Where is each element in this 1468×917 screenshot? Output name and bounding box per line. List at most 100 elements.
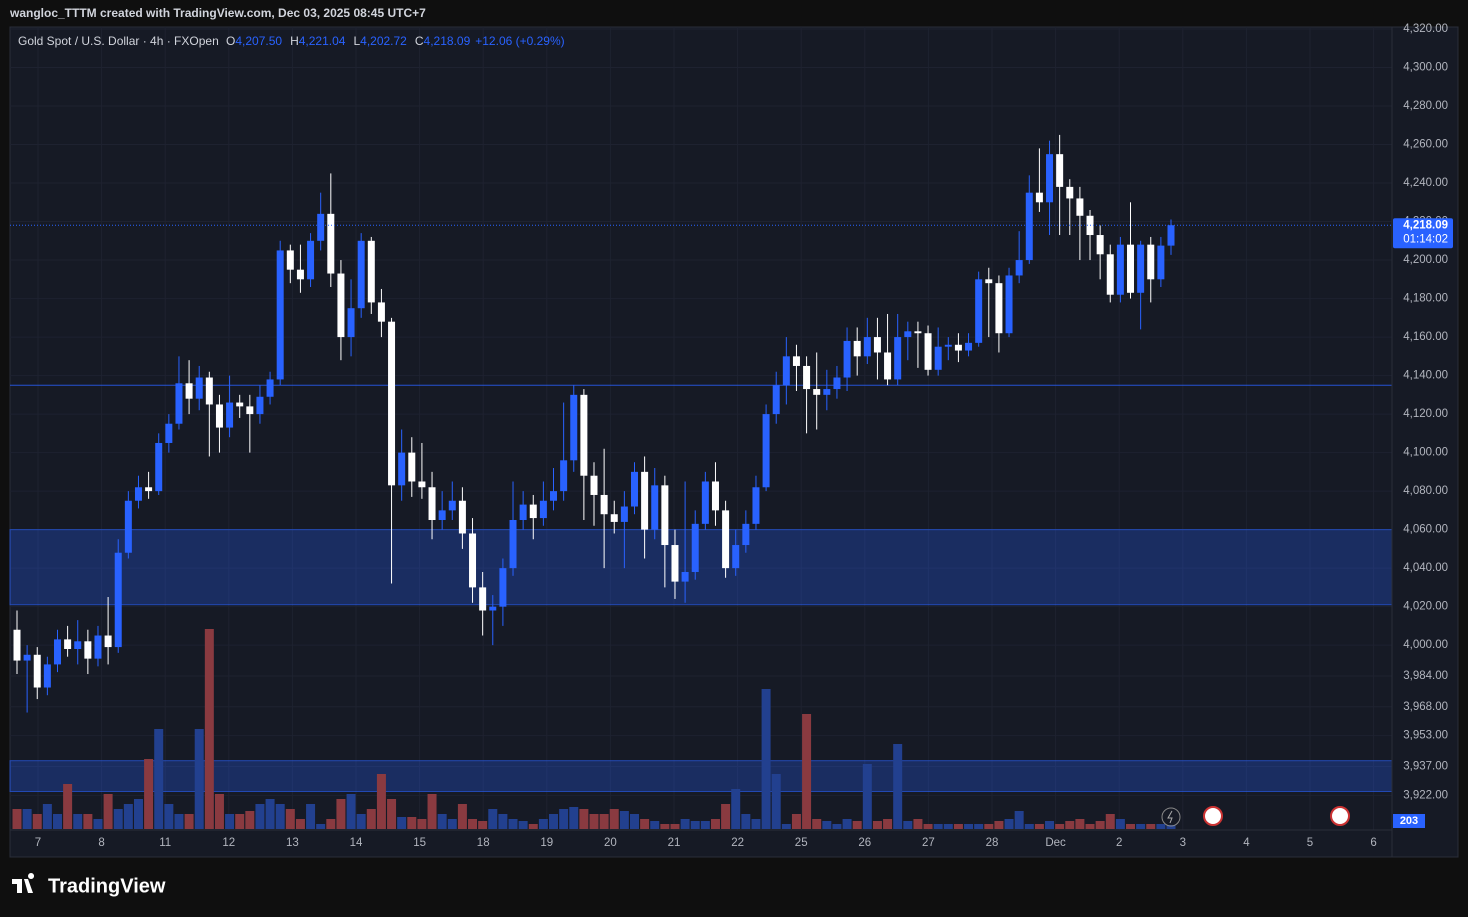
- volume-bar: [22, 809, 32, 829]
- volume-bar: [478, 821, 488, 829]
- candle-body: [479, 587, 487, 611]
- candle-body: [458, 500, 466, 534]
- candle-body: [853, 340, 861, 357]
- candle-body: [529, 504, 537, 519]
- candle-body: [327, 213, 335, 274]
- volume-bar: [1004, 819, 1014, 829]
- volume-bar: [599, 814, 609, 829]
- volume-bar: [710, 819, 720, 829]
- y-tick-label: 4,000.00: [1403, 639, 1448, 651]
- volume-bar: [680, 819, 690, 829]
- volume-bar: [63, 784, 73, 829]
- volume-bar: [984, 824, 994, 829]
- candle-body: [884, 352, 892, 380]
- candle-body: [914, 331, 922, 334]
- x-tick-label: 2: [1116, 837, 1122, 849]
- candle-body: [580, 394, 588, 476]
- y-tick-label: 3,953.00: [1403, 730, 1448, 742]
- volume-bar: [214, 794, 224, 829]
- candle-body: [873, 337, 881, 353]
- candle-body: [550, 491, 558, 501]
- volume-bar: [12, 809, 22, 829]
- candle-body: [1106, 254, 1114, 295]
- volume-bar: [1034, 824, 1044, 829]
- candle-body: [43, 664, 51, 688]
- candle-body: [570, 394, 578, 461]
- candle-body: [651, 485, 659, 530]
- chart-frame: [9, 26, 1459, 858]
- volume-bar: [123, 804, 133, 829]
- candle-body: [104, 635, 112, 648]
- volume-bar: [103, 794, 113, 829]
- zone: [9, 760, 1393, 792]
- y-tick-label: 4,160.00: [1403, 331, 1448, 343]
- ohlc-value: 4,221.04: [299, 34, 346, 48]
- volume-bar: [559, 809, 569, 829]
- candle-body: [641, 471, 649, 530]
- candle-body: [965, 342, 973, 351]
- y-tick-label: 4,280.00: [1403, 100, 1448, 112]
- volume-bar: [690, 821, 700, 829]
- logo-text: TradingView: [48, 875, 166, 897]
- volume-bar: [306, 804, 316, 829]
- volume-bar: [761, 689, 771, 829]
- last-price-badge: [1393, 218, 1453, 249]
- y-tick-label: 4,060.00: [1403, 524, 1448, 536]
- x-tick-label: 28: [986, 837, 999, 849]
- candle-body: [782, 356, 790, 386]
- volume-bar: [741, 814, 751, 829]
- volume-bar: [842, 819, 852, 829]
- candle-body: [732, 545, 740, 569]
- volume-bar: [802, 714, 812, 829]
- ohlc-key: C: [415, 34, 424, 48]
- volume-bar: [518, 821, 528, 829]
- candle-body: [995, 283, 1003, 334]
- candle-body: [114, 552, 122, 648]
- candle-body: [600, 494, 608, 515]
- candle-body: [792, 356, 800, 366]
- candle-body: [762, 414, 770, 488]
- volume-badge: [1393, 814, 1425, 828]
- x-tick-label: 11: [159, 837, 171, 849]
- x-tick-label: 20: [604, 837, 617, 849]
- y-tick-label: 4,180.00: [1403, 293, 1448, 305]
- volume-bar: [751, 819, 761, 829]
- volume-bar: [255, 804, 265, 829]
- candle-body: [23, 654, 31, 661]
- candle-body: [1116, 244, 1124, 295]
- candle-body: [1137, 244, 1145, 293]
- volume-bar: [852, 821, 862, 829]
- volume-bar: [1156, 824, 1166, 829]
- volume-bar: [913, 819, 923, 829]
- volume-bar: [933, 824, 943, 829]
- volume-bar: [133, 799, 143, 829]
- volume-bar: [1166, 824, 1176, 829]
- volume-bar: [316, 824, 326, 829]
- candle-body: [863, 337, 871, 357]
- volume-bar: [589, 814, 599, 829]
- y-tick-label: 4,100.00: [1403, 447, 1448, 459]
- volume-bar: [83, 814, 93, 829]
- volume-bar: [174, 814, 184, 829]
- volume-pane: [12, 629, 1176, 829]
- candle-body: [175, 383, 183, 424]
- volume-bar: [73, 814, 83, 829]
- x-tick-label: 15: [413, 837, 426, 849]
- x-tick-label: 14: [350, 837, 363, 849]
- candle-body: [944, 344, 952, 347]
- candle-body: [934, 346, 942, 370]
- volume-bar: [974, 824, 984, 829]
- candle-body: [701, 481, 709, 524]
- volume-bar: [498, 814, 508, 829]
- candle-body: [276, 250, 284, 380]
- x-tick-label: 7: [35, 837, 41, 849]
- lightning-icon: [1161, 807, 1181, 827]
- candle-body: [317, 213, 325, 241]
- candle-body: [469, 533, 477, 588]
- candle-body: [428, 487, 436, 520]
- candle-body: [1096, 235, 1104, 255]
- volume-bar: [326, 819, 336, 829]
- volume-bar: [791, 814, 801, 829]
- volume-bar: [437, 814, 447, 829]
- volume-bar: [52, 814, 62, 829]
